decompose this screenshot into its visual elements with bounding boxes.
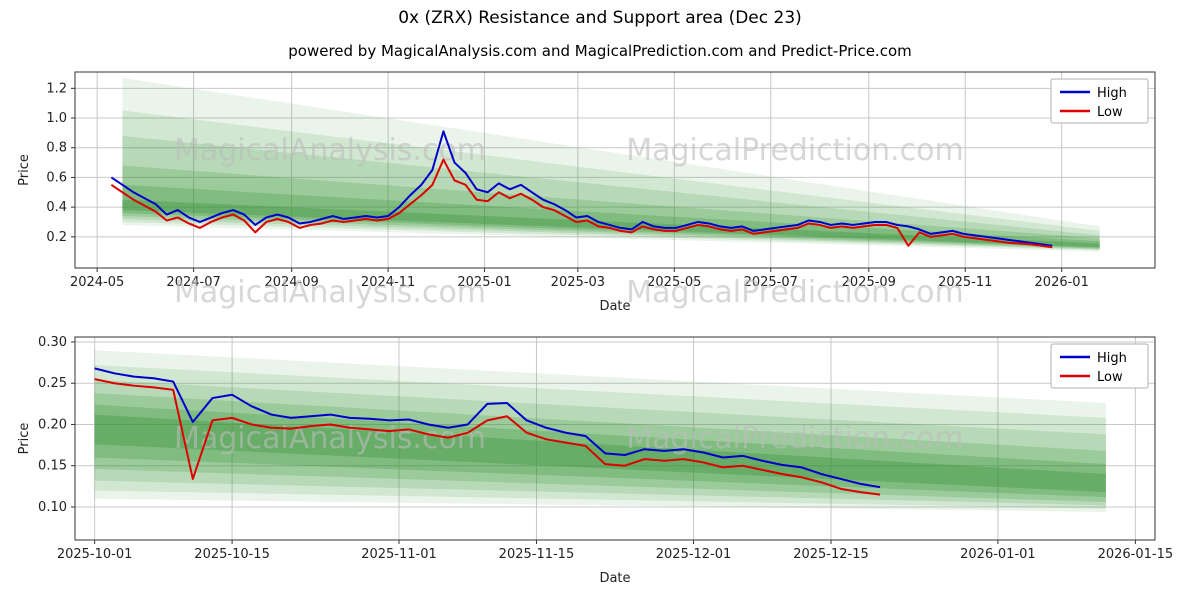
- support-resistance-band: [94, 365, 1106, 509]
- x-axis-label: Date: [599, 571, 630, 586]
- legend-label-low: Low: [1097, 370, 1123, 385]
- x-tick-label: 2025-10-15: [194, 547, 270, 562]
- support-resistance-band: [94, 350, 1106, 512]
- watermark-text: MagicalPrediction.com: [626, 133, 964, 168]
- legend-label-high: High: [1097, 86, 1127, 101]
- x-tick-label: 2025-03: [551, 275, 605, 290]
- y-tick-label: 0.8: [46, 141, 67, 156]
- legend-label-high: High: [1097, 351, 1127, 366]
- support-resistance-band: [122, 77, 1100, 252]
- watermark-text: MagicalAnalysis.com: [174, 421, 486, 456]
- y-tick-label: 0.20: [38, 417, 67, 432]
- y-tick-label: 0.2: [46, 230, 67, 245]
- high-line: [110, 130, 1053, 247]
- plot-border: [74, 336, 1156, 541]
- x-tick-label: 2026-01-15: [1098, 547, 1174, 562]
- y-tick-label: 0.25: [38, 376, 67, 391]
- x-tick-label: 2025-09: [842, 275, 896, 290]
- x-tick-label: 2025-07: [744, 275, 798, 290]
- x-tick-label: 2025-05: [647, 275, 701, 290]
- x-tick-label: 2025-11-01: [361, 547, 437, 562]
- x-tick-label: 2025-10-01: [57, 547, 133, 562]
- y-axis-label: Price: [17, 154, 32, 186]
- legend: High Low: [1050, 78, 1149, 124]
- bottom-chart: MagicalAnalysis.com MagicalPrediction.com…: [17, 335, 1173, 586]
- x-tick-label: 2026-01: [1035, 275, 1089, 290]
- x-tick-label: 2026-01-01: [960, 547, 1036, 562]
- y-tick-label: 0.6: [46, 170, 67, 185]
- figure-title: 0x (ZRX) Resistance and Support area (De…: [398, 8, 802, 28]
- low-line: [94, 378, 881, 496]
- support-resistance-band: [122, 135, 1100, 250]
- watermark-text: MagicalPrediction.com: [626, 275, 964, 310]
- x-tick-label: 2024-11: [361, 275, 415, 290]
- y-axis-label: Price: [17, 423, 32, 455]
- support-resistance-band: [122, 184, 1100, 248]
- x-tick-label: 2024-05: [70, 275, 124, 290]
- support-resistance-band: [94, 393, 1106, 503]
- plot-border: [74, 71, 1156, 269]
- x-tick-label: 2025-12-01: [656, 547, 732, 562]
- watermark-text: MagicalAnalysis.com: [174, 275, 486, 310]
- y-tick-label: 0.10: [38, 500, 67, 515]
- high-line: [94, 367, 881, 489]
- y-tick-label: 1.2: [46, 81, 67, 96]
- y-tick-label: 0.30: [38, 335, 67, 350]
- support-resistance-band: [94, 414, 1106, 493]
- top-chart: MagicalAnalysis.com MagicalPrediction.com…: [17, 71, 1156, 314]
- y-tick-label: 0.15: [38, 459, 67, 474]
- y-tick-label: 0.4: [46, 200, 67, 215]
- x-tick-label: 2025-11: [938, 275, 992, 290]
- support-resistance-band: [122, 199, 1100, 248]
- x-tick-label: 2025-12-15: [793, 547, 869, 562]
- x-axis-label: Date: [599, 299, 630, 314]
- figure-subtitle: powered by MagicalAnalysis.com and Magic…: [288, 42, 912, 60]
- watermark-text: MagicalAnalysis.com: [174, 133, 486, 168]
- x-tick-label: 2025-11-15: [499, 547, 575, 562]
- support-resistance-band: [94, 379, 1106, 506]
- x-tick-label: 2024-07: [166, 275, 220, 290]
- legend: High Low: [1050, 343, 1149, 389]
- x-tick-label: 2025-01: [457, 275, 511, 290]
- low-line: [110, 158, 1053, 249]
- x-tick-label: 2024-09: [264, 275, 318, 290]
- y-tick-label: 1.0: [46, 111, 67, 126]
- legend-label-low: Low: [1097, 105, 1123, 120]
